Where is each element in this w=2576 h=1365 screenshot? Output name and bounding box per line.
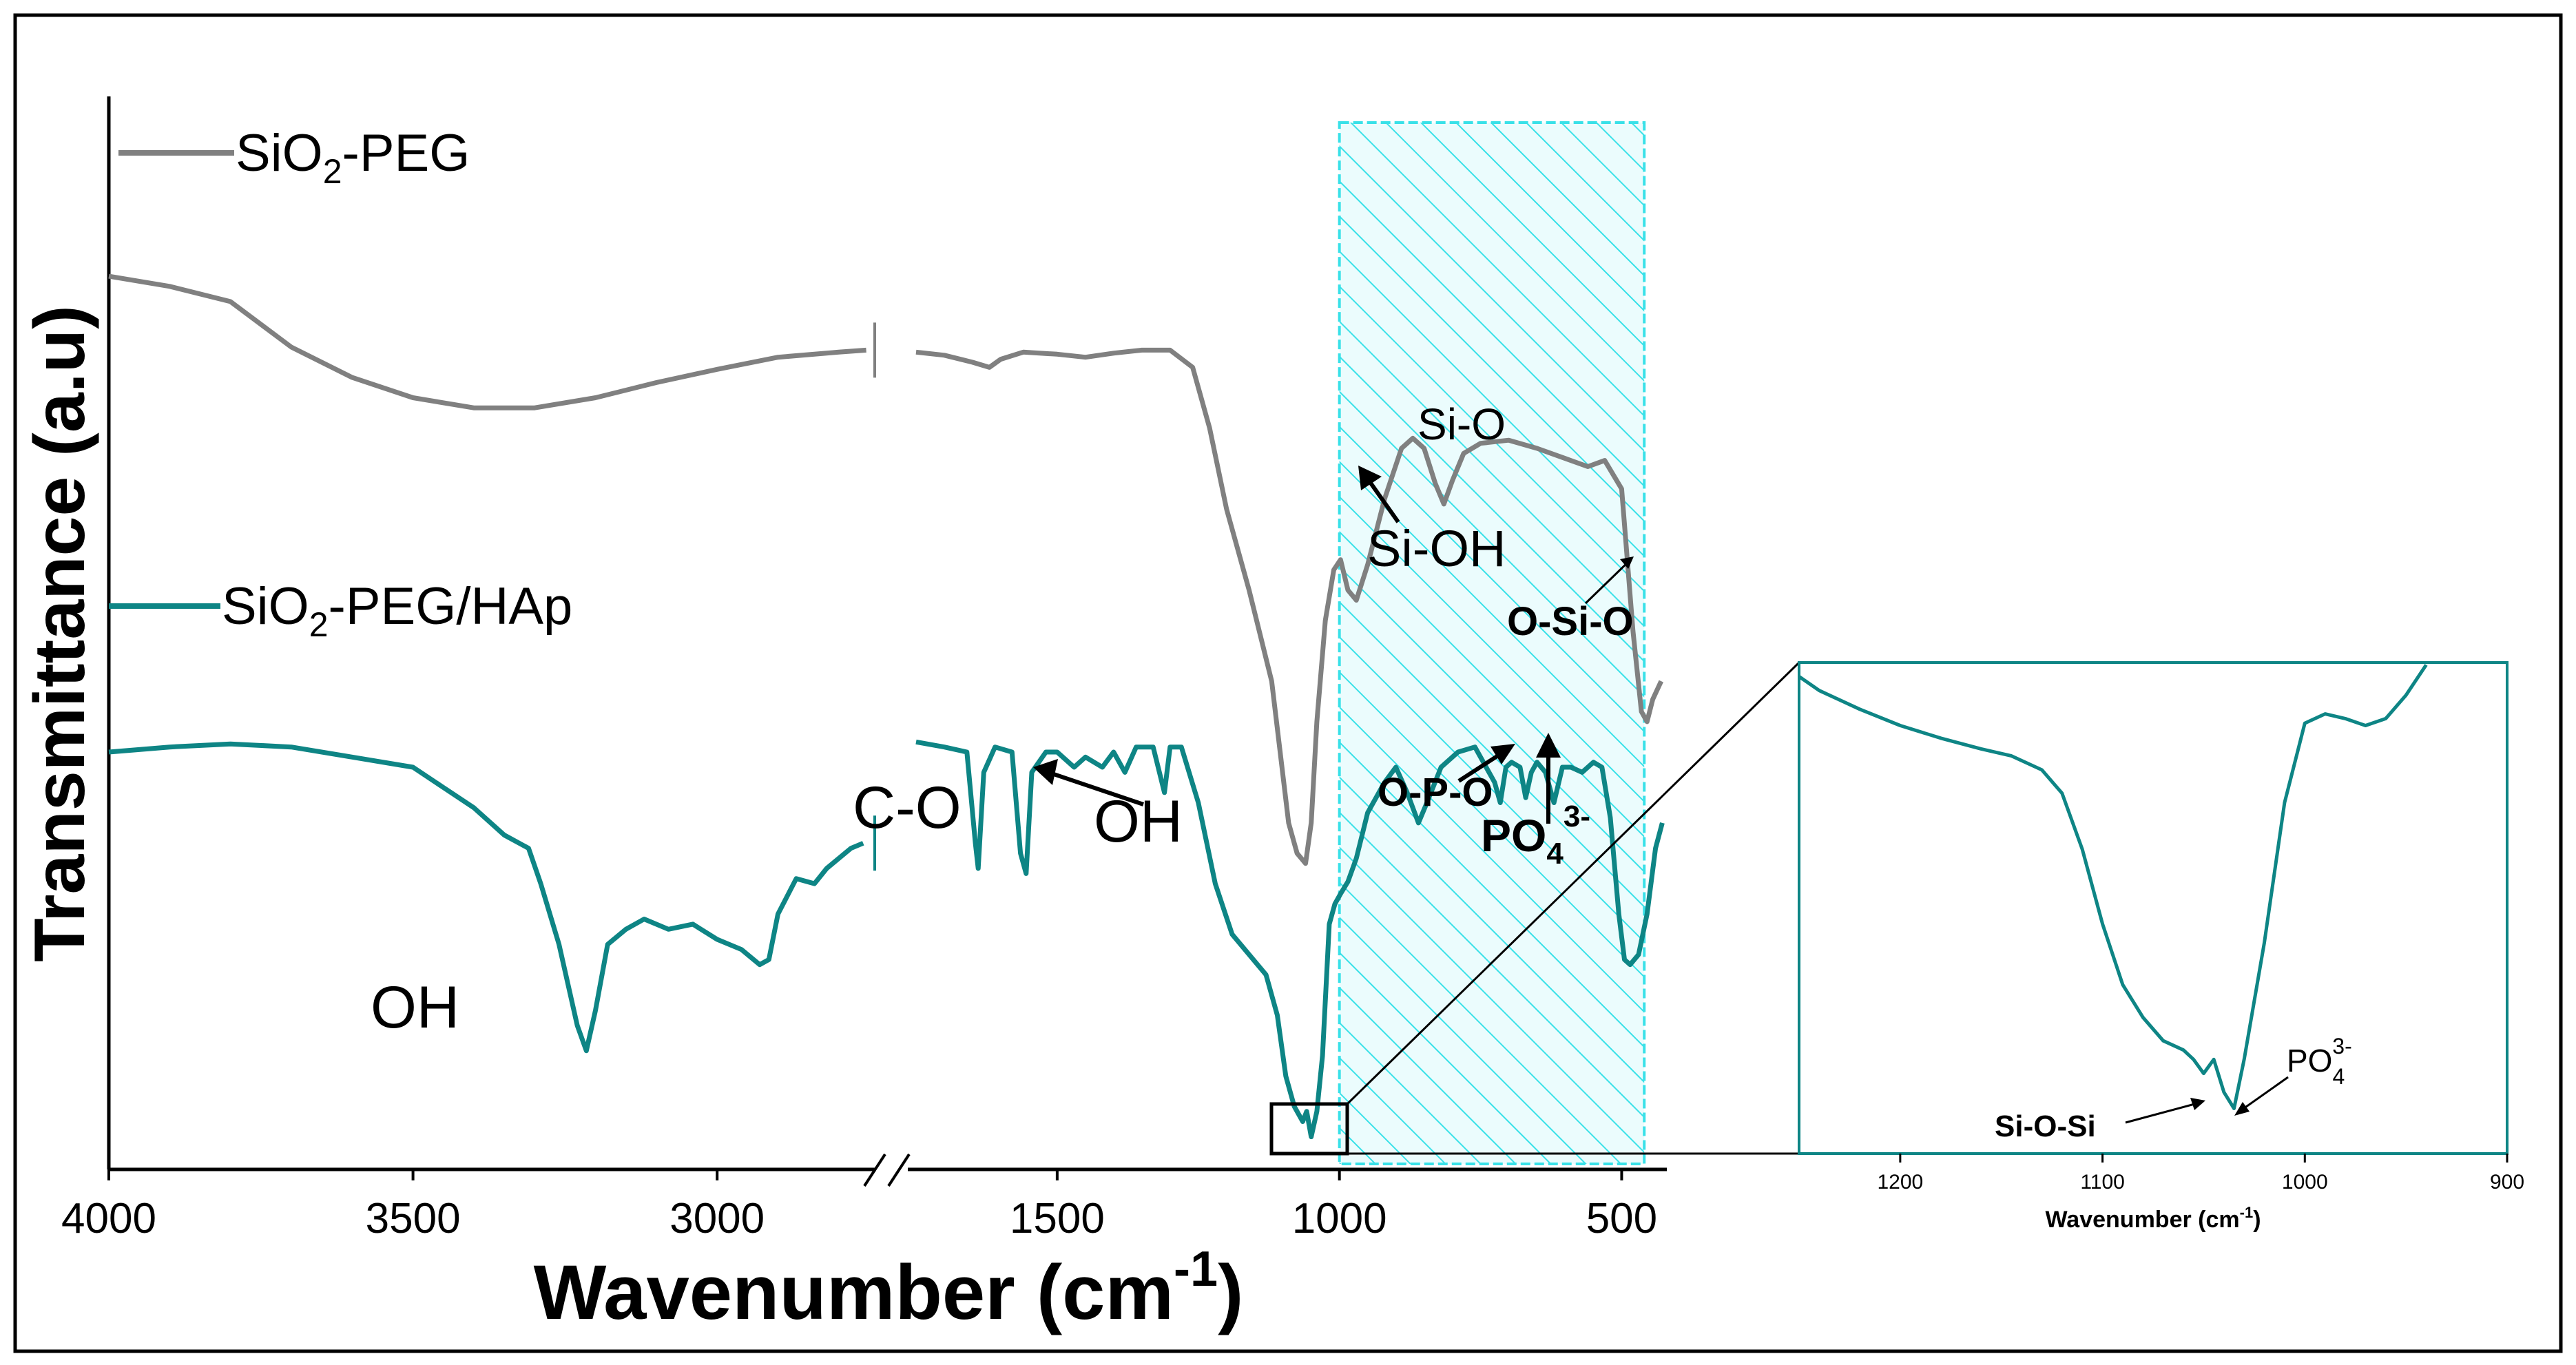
annotation-si-oh: Si-OH <box>1367 520 1506 577</box>
x-tick-label-500: 500 <box>1586 1195 1657 1242</box>
highlight-region <box>1338 121 1646 1165</box>
axis-break-mark-1 <box>863 1153 886 1187</box>
highlight-border <box>1338 121 1646 1165</box>
inset-x-tick-label-1200: 1200 <box>1877 1171 1923 1194</box>
highlight-hatch <box>1339 123 1645 1164</box>
arrowhead-o-p-o <box>1490 744 1515 764</box>
x-axis-label-sup: -1 <box>1174 1242 1218 1297</box>
inset-x-ticks: 1200 1100 1000 900 <box>1877 1154 2524 1194</box>
inset-chart: 1200 1100 1000 900 Wavenumber (cm-1) Si-O-S… <box>1798 661 2524 1233</box>
series-line-sio2-peg-seg2 <box>915 347 1663 866</box>
annotation-po4: PO43- <box>1481 800 1590 871</box>
x-axis-label: Wavenumber (cm-1) <box>534 1242 1244 1335</box>
series-line-sio2-peg-hap-seg2 <box>915 739 1665 1140</box>
x-axis-label-base: Wavenumber (cm <box>534 1249 1174 1335</box>
inset-series-line-sio2-peg-hap <box>1798 664 2428 1110</box>
annotation-si-o: Si-O <box>1417 399 1506 449</box>
arrow-o-si-o <box>1584 559 1631 605</box>
x-tick-label-3500: 3500 <box>366 1195 461 1242</box>
series-line-sio2-peg-seg1 <box>108 273 866 410</box>
legend-label-sio2-peg-hap: SiO2-PEG/HAp <box>222 577 572 644</box>
inset-frame <box>1798 661 2509 1155</box>
legend: SiO2-PEG SiO2-PEG/HAp <box>109 124 572 644</box>
x-axis-label-close: ) <box>1218 1249 1243 1335</box>
series-line-sio2-peg-hap-seg1 <box>108 741 864 1054</box>
arrowhead-po4 <box>1536 733 1561 758</box>
annotation-oh-left: OH <box>371 975 459 1041</box>
zoom-connector-top <box>1346 661 1800 1105</box>
x-tick-label-1000: 1000 <box>1292 1195 1387 1242</box>
axis-break-mark-2 <box>887 1153 911 1187</box>
inset-arrow-si-o-si <box>2125 1102 2198 1124</box>
annotation-c-o: C-O <box>853 775 962 841</box>
x-ticks: 4000 3500 3000 1500 1000 500 <box>61 1169 1657 1242</box>
annotation-oh-mid: OH <box>1094 789 1183 855</box>
x-tick-label-1500: 1500 <box>1010 1195 1105 1242</box>
inset-x-tick-label-1100: 1100 <box>2080 1171 2125 1194</box>
legend-label-sio2-peg: SiO2-PEG <box>236 124 470 191</box>
x-tick-label-3000: 3000 <box>669 1195 765 1242</box>
inset-annotation-si-o-si: Si-O-Si <box>1995 1109 2096 1143</box>
inset-series-layer <box>1798 664 2428 1110</box>
inset-x-axis-label: Wavenumber (cm-1) <box>2045 1204 2261 1233</box>
inset-annotation-po4: PO43- <box>2287 1034 2352 1089</box>
arrowhead-si-oh <box>1358 466 1382 490</box>
inset-arrowhead-si-o-si <box>2190 1098 2205 1110</box>
arrowhead-oh <box>1033 759 1058 785</box>
inset-x-tick-label-1000: 1000 <box>2282 1171 2328 1194</box>
annotation-o-p-o: O-P-O <box>1378 770 1493 815</box>
inset-arrowhead-po4 <box>2234 1102 2250 1116</box>
annotations: OH C-O OH Si-O Si-OH O-Si-O O-P-O PO43- <box>371 399 1634 1041</box>
annotation-o-si-o: O-Si-O <box>1507 599 1634 644</box>
inset-x-tick-label-900: 900 <box>2490 1171 2524 1194</box>
series-layer <box>108 273 1665 1140</box>
arrowhead-o-si-o <box>1620 556 1634 569</box>
y-axis-label: Transmittance (a.u) <box>20 305 100 962</box>
x-tick-label-4000: 4000 <box>61 1195 156 1242</box>
inset-arrow-po4 <box>2241 1076 2289 1112</box>
zoom-box <box>1269 1102 1349 1156</box>
main-axes: 4000 3500 3000 1500 1000 500 <box>61 96 1667 1242</box>
arrow-oh <box>1045 769 1144 806</box>
